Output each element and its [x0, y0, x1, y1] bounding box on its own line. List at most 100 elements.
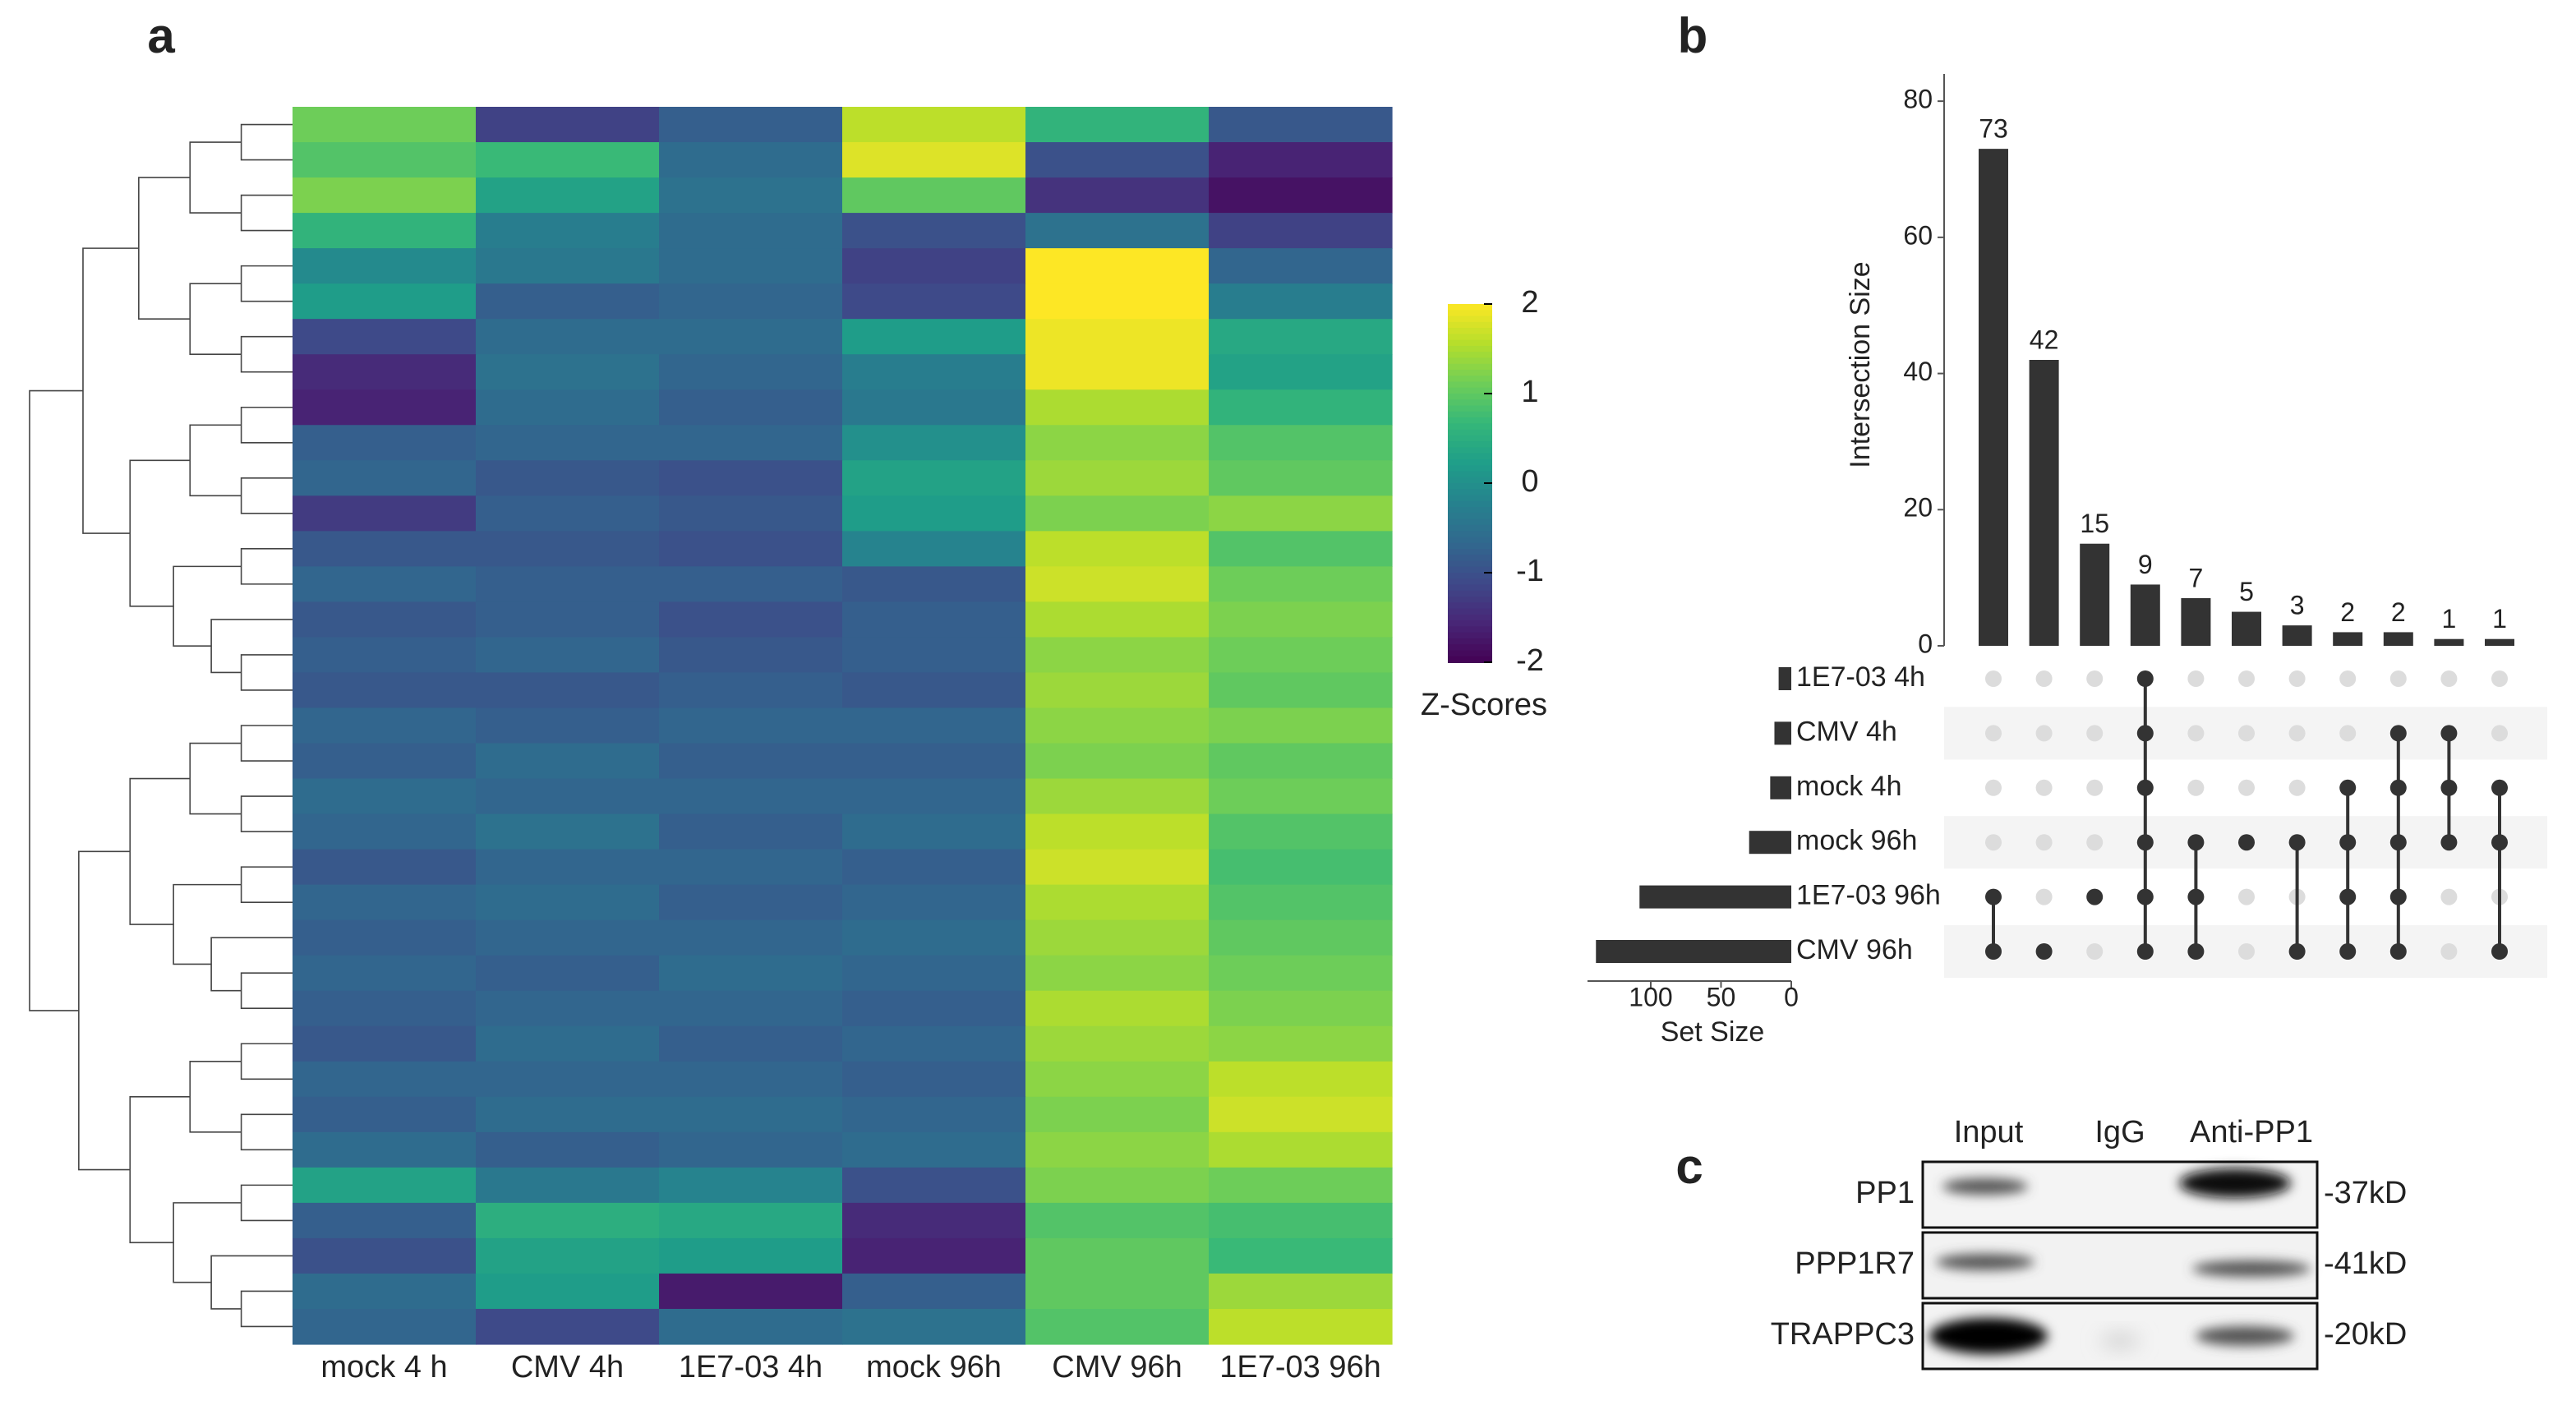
heat-cell	[293, 283, 477, 320]
heat-cell	[476, 283, 660, 320]
heat-cell	[659, 319, 843, 355]
colorbar-step	[1448, 441, 1492, 449]
colorbar-title: Z-Scores	[1421, 688, 1547, 722]
heat-cell	[476, 1308, 660, 1345]
heat-cell	[1025, 177, 1210, 214]
colorbar-step	[1448, 608, 1492, 615]
matrix-dot	[2339, 834, 2357, 851]
colorbar-step	[1448, 328, 1492, 335]
heat-cell	[1025, 1131, 1210, 1168]
heat-cell	[476, 743, 660, 780]
colorbar-step	[1448, 507, 1492, 514]
heat-cell	[1025, 531, 1210, 567]
heat-cell	[659, 884, 843, 921]
matrix-dot	[2288, 943, 2306, 960]
matrix-dot	[2288, 834, 2306, 851]
dendrogram-link	[29, 389, 83, 1011]
heat-cell	[1209, 601, 1393, 638]
heat-cell	[842, 425, 1026, 461]
x-axis-label: Set Size	[1661, 1016, 1765, 1048]
heat-cell	[659, 919, 843, 956]
heat-cell	[476, 637, 660, 674]
set-bar	[1774, 721, 1791, 745]
heat-cell	[476, 672, 660, 709]
bar	[2232, 611, 2261, 646]
dendrogram	[29, 123, 293, 1328]
column-label: 1E7-03 96h	[1219, 1350, 1381, 1384]
heat-cell	[293, 389, 477, 426]
colorbar-step	[1448, 578, 1492, 586]
column-label: CMV 4h	[511, 1350, 624, 1384]
heat-cell	[476, 319, 660, 355]
matrix-dot	[2086, 888, 2104, 905]
matrix-dot-empty	[2086, 943, 2104, 960]
colorbar-step	[1448, 638, 1492, 646]
heat-cell	[293, 213, 477, 249]
heat-cell	[476, 813, 660, 850]
column-label: mock 96h	[866, 1350, 1002, 1384]
heat-cell	[659, 107, 843, 143]
y-tick-label: 0	[1918, 629, 1933, 658]
heat-cell	[293, 566, 477, 602]
matrix-dot	[2136, 670, 2154, 687]
heat-cell	[659, 743, 843, 780]
heat-cell	[476, 177, 660, 214]
heat-cell	[659, 1237, 843, 1274]
heat-cell	[1025, 1202, 1210, 1239]
heat-cell	[1025, 1308, 1210, 1345]
colorbar-step	[1448, 597, 1492, 604]
dendrogram-link	[189, 283, 242, 355]
heat-cell	[1025, 107, 1210, 143]
heat-cell	[659, 813, 843, 850]
heat-cell	[1209, 1202, 1393, 1239]
heat-cell	[476, 1025, 660, 1062]
bar	[2130, 584, 2160, 646]
matrix-dot	[2440, 779, 2458, 796]
dendrogram-link	[240, 866, 293, 903]
heat-cell	[293, 107, 477, 143]
heat-cell	[659, 707, 843, 744]
band	[2196, 1326, 2294, 1346]
set-bar	[1639, 885, 1791, 909]
dendrogram-link	[189, 742, 242, 815]
heat-cell	[476, 107, 660, 143]
heat-cell	[842, 813, 1026, 850]
dendrogram-link	[240, 1043, 293, 1080]
bar-label: 7	[2189, 563, 2204, 592]
heat-cell	[842, 1061, 1026, 1098]
band	[2179, 1168, 2291, 1198]
matrix-dot	[2389, 725, 2407, 742]
heat-cell	[293, 142, 477, 178]
colorbar-step	[1448, 465, 1492, 472]
colorbar-step	[1448, 590, 1492, 598]
heat-cell	[842, 919, 1026, 956]
heat-cell	[842, 107, 1026, 143]
heat-cell	[1209, 778, 1393, 815]
column-label: mock 4 h	[320, 1350, 447, 1384]
bar	[2485, 638, 2514, 646]
colorbar-tick-label: 0	[1521, 464, 1538, 499]
dendrogram-link	[240, 123, 293, 161]
protein-label: PP1	[1855, 1176, 1915, 1210]
heat-cell	[293, 1237, 477, 1274]
matrix-dot-empty	[2086, 670, 2104, 687]
heat-cell	[1209, 1167, 1393, 1204]
colorbar-step	[1448, 458, 1492, 467]
heat-cell	[1209, 1061, 1393, 1098]
heat-cell	[1025, 1025, 1210, 1062]
heat-cell	[1025, 283, 1210, 320]
heat-cell	[659, 1202, 843, 1239]
colorbar-step	[1448, 524, 1492, 532]
heat-cell	[476, 990, 660, 1027]
heat-cell	[1025, 1061, 1210, 1098]
matrix-dot-empty	[2238, 888, 2255, 905]
heat-cell	[659, 389, 843, 426]
matrix-dot	[1985, 888, 2002, 905]
heat-cell	[659, 354, 843, 390]
colorbar-step	[1448, 483, 1492, 491]
dendrogram-link	[129, 1096, 191, 1244]
set-label: 1E7-03 96h	[1796, 880, 1941, 911]
matrix-dot-empty	[2086, 779, 2104, 796]
heat-cell	[842, 601, 1026, 638]
heat-cell	[1209, 248, 1393, 284]
